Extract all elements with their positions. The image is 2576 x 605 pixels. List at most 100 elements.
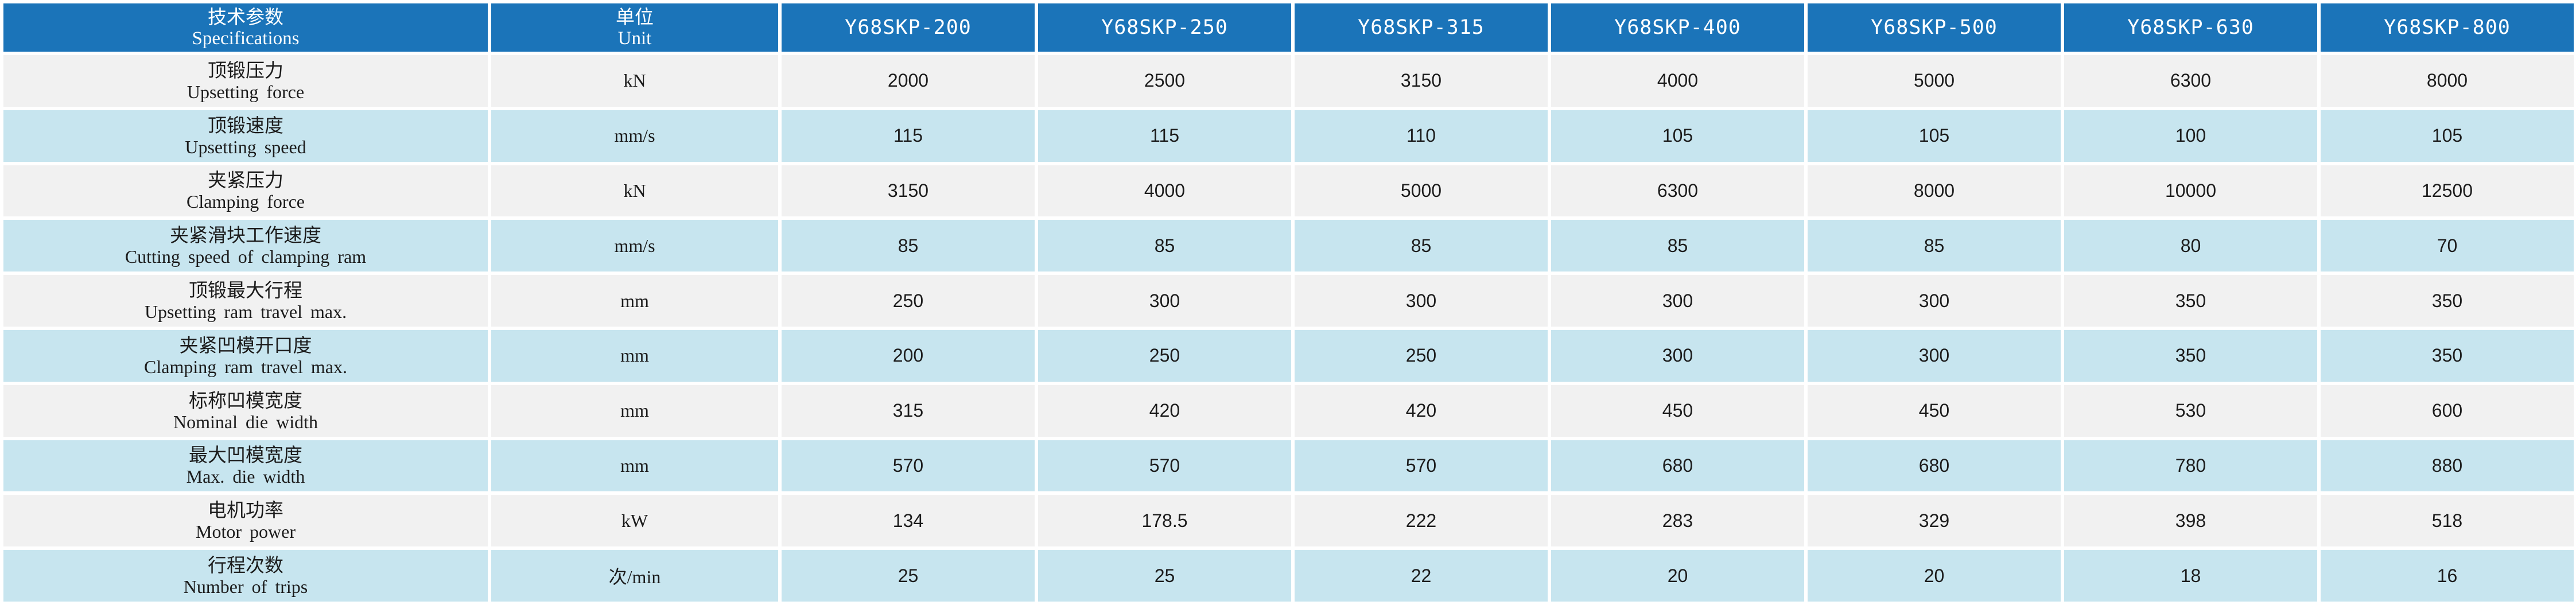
parameter-name-en: Upsetting ram travel max. — [144, 301, 347, 323]
value-cell: 22 — [1295, 550, 1548, 602]
parameter-cell: 夹紧凹模开口度 Clamping ram travel max. — [3, 329, 488, 382]
value-cell: 110 — [1295, 110, 1548, 162]
parameter-name-en: Upsetting force — [187, 81, 305, 102]
unit-cell: mm/s — [491, 220, 778, 272]
unit-cell: mm — [491, 329, 778, 382]
value-cell: 420 — [1038, 385, 1291, 437]
value-cell: 12500 — [2321, 165, 2574, 217]
value-cell: 178.5 — [1038, 495, 1291, 547]
parameter-name-zh: 顶锻压力 — [208, 59, 283, 82]
header-unit: 单位 Unit — [491, 3, 778, 52]
table-body: 顶锻压力 Upsetting force kN 2000 2500 3150 4000 500… — [3, 55, 2574, 602]
value-cell: 20 — [1808, 550, 2061, 602]
value-cell: 300 — [1808, 275, 2061, 327]
value-cell: 6300 — [1551, 165, 1804, 217]
parameter-name-zh: 行程次数 — [208, 554, 283, 577]
parameter-name-en: Clamping force — [187, 191, 305, 212]
table-row: 行程次数 Number of trips 次/min 25 25 22 20 20 18 16 — [3, 550, 2574, 602]
parameter-name-zh: 夹紧压力 — [208, 169, 283, 192]
parameter-name-en: Nominal die width — [173, 411, 318, 432]
value-cell: 8000 — [1808, 165, 2061, 217]
value-cell: 680 — [1551, 440, 1804, 492]
value-cell: 80 — [2064, 220, 2317, 272]
value-cell: 518 — [2321, 495, 2574, 547]
value-cell: 4000 — [1038, 165, 1291, 217]
table-row: 顶锻压力 Upsetting force kN 2000 2500 3150 4000 500… — [3, 55, 2574, 107]
value-cell: 20 — [1551, 550, 1804, 602]
value-cell: 16 — [2321, 550, 2574, 602]
parameter-cell: 标称凹模宽度 Nominal die width — [3, 385, 488, 437]
value-cell: 115 — [1038, 110, 1291, 162]
table-row: 标称凹模宽度 Nominal die width mm 315 420 420 450 450… — [3, 385, 2574, 437]
value-cell: 530 — [2064, 385, 2317, 437]
parameter-name-zh: 电机功率 — [208, 499, 283, 522]
value-cell: 85 — [1295, 220, 1548, 272]
parameter-cell: 顶锻最大行程 Upsetting ram travel max. — [3, 275, 488, 327]
value-cell: 115 — [782, 110, 1035, 162]
value-cell: 100 — [2064, 110, 2317, 162]
table-row: 顶锻速度 Upsetting speed mm/s 115 115 110 105 105 10… — [3, 110, 2574, 162]
value-cell: 10000 — [2064, 165, 2317, 217]
parameter-cell: 行程次数 Number of trips — [3, 550, 488, 602]
value-cell: 570 — [782, 440, 1035, 492]
value-cell: 350 — [2064, 329, 2317, 382]
value-cell: 222 — [1295, 495, 1548, 547]
parameter-name-zh: 夹紧凹模开口度 — [179, 333, 312, 356]
value-cell: 600 — [2321, 385, 2574, 437]
value-cell: 350 — [2064, 275, 2317, 327]
parameter-cell: 最大凹模宽度 Max. die width — [3, 440, 488, 492]
header-model: Y68SKP-500 — [1808, 3, 2061, 52]
value-cell: 105 — [2321, 110, 2574, 162]
header-model: Y68SKP-250 — [1038, 3, 1291, 52]
value-cell: 315 — [782, 385, 1035, 437]
value-cell: 70 — [2321, 220, 2574, 272]
header-model: Y68SKP-315 — [1295, 3, 1548, 52]
parameter-cell: 夹紧滑块工作速度 Cutting speed of clamping ram — [3, 220, 488, 272]
unit-cell: kN — [491, 55, 778, 107]
value-cell: 450 — [1808, 385, 2061, 437]
value-cell: 85 — [782, 220, 1035, 272]
parameter-name-zh: 最大凹模宽度 — [189, 444, 302, 467]
unit-cell: mm/s — [491, 110, 778, 162]
value-cell: 2000 — [782, 55, 1035, 107]
header-specifications-zh: 技术参数 — [208, 6, 283, 28]
value-cell: 18 — [2064, 550, 2317, 602]
parameter-name-zh: 顶锻最大行程 — [189, 279, 302, 302]
value-cell: 25 — [1038, 550, 1291, 602]
value-cell: 350 — [2321, 329, 2574, 382]
parameter-name-en: Max. die width — [186, 466, 305, 487]
value-cell: 570 — [1038, 440, 1291, 492]
value-cell: 85 — [1551, 220, 1804, 272]
table-row: 最大凹模宽度 Max. die width mm 570 570 570 680 680 780… — [3, 440, 2574, 492]
table-row: 夹紧压力 Clamping force kN 3150 4000 5000 6300 8000… — [3, 165, 2574, 217]
unit-cell: kW — [491, 495, 778, 547]
value-cell: 300 — [1551, 329, 1804, 382]
parameter-cell: 夹紧压力 Clamping force — [3, 165, 488, 217]
value-cell: 250 — [1295, 329, 1548, 382]
parameter-cell: 电机功率 Motor power — [3, 495, 488, 547]
parameter-name-en: Clamping ram travel max. — [144, 356, 347, 377]
header-model: Y68SKP-630 — [2064, 3, 2317, 52]
parameter-name-en: Number of trips — [183, 576, 308, 598]
value-cell: 5000 — [1295, 165, 1548, 217]
value-cell: 420 — [1295, 385, 1548, 437]
parameter-name-en: Upsetting speed — [185, 136, 306, 157]
value-cell: 300 — [1551, 275, 1804, 327]
value-cell: 780 — [2064, 440, 2317, 492]
value-cell: 8000 — [2321, 55, 2574, 107]
value-cell: 3150 — [782, 165, 1035, 217]
value-cell: 85 — [1038, 220, 1291, 272]
value-cell: 105 — [1551, 110, 1804, 162]
table-row: 电机功率 Motor power kW 134 178.5 222 283 329 398 518 — [3, 495, 2574, 547]
value-cell: 680 — [1808, 440, 2061, 492]
table-row: 顶锻最大行程 Upsetting ram travel max. mm 250 300 3… — [3, 275, 2574, 327]
value-cell: 300 — [1808, 329, 2061, 382]
header-specifications: 技术参数 Specifications — [3, 3, 488, 52]
header-unit-zh: 单位 — [616, 6, 654, 28]
value-cell: 570 — [1295, 440, 1548, 492]
value-cell: 350 — [2321, 275, 2574, 327]
value-cell: 250 — [782, 275, 1035, 327]
value-cell: 25 — [782, 550, 1035, 602]
value-cell: 250 — [1038, 329, 1291, 382]
unit-cell: kN — [491, 165, 778, 217]
